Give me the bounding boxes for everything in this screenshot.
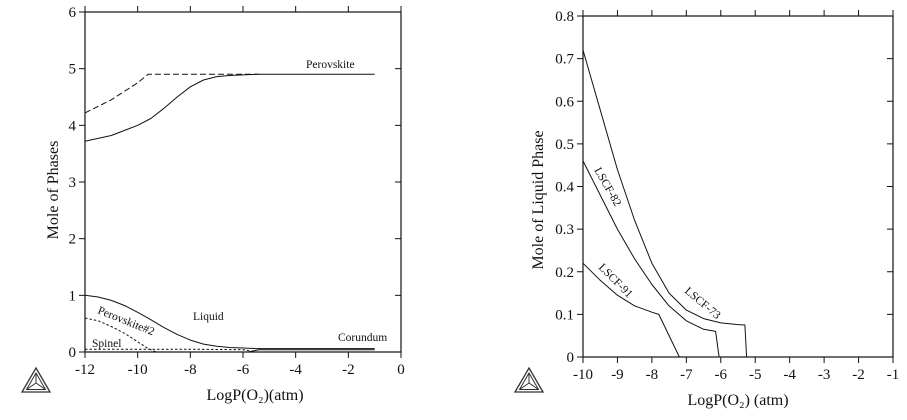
y-tick-label: 0 bbox=[69, 345, 77, 361]
y-axis-label: Mole of Phases bbox=[45, 141, 62, 240]
series-line-perovskite bbox=[84, 73, 375, 142]
y-axis-label: Mole of Liquid Phase bbox=[530, 130, 547, 269]
x-tick-label: -1 bbox=[887, 367, 900, 383]
x-tick-label: -4 bbox=[289, 362, 302, 378]
series-line-lscf-73 bbox=[582, 49, 748, 358]
y-tick-label: 0 bbox=[567, 350, 575, 366]
y-tick-label: 0.7 bbox=[555, 52, 574, 68]
x-tick-label: -6 bbox=[715, 367, 728, 383]
series-line-corundum bbox=[248, 349, 375, 353]
x-tick-label: -3 bbox=[818, 367, 831, 383]
y-tick-label: 0.8 bbox=[555, 9, 574, 25]
x-tick-label: -8 bbox=[184, 362, 197, 378]
y-tick-label: 6 bbox=[69, 5, 77, 21]
y-tick-label: 0.6 bbox=[555, 94, 574, 110]
thermo-calc-logo-icon bbox=[20, 366, 52, 393]
x-tick-label: -2 bbox=[342, 362, 355, 378]
x-tick-label: -7 bbox=[680, 367, 693, 383]
x-tick-label: -6 bbox=[237, 362, 250, 378]
x-tick-label: -8 bbox=[646, 367, 659, 383]
curve-label: LSCF-73 bbox=[682, 285, 723, 322]
y-tick-label: 1 bbox=[69, 288, 77, 304]
y-tick-label: 0.3 bbox=[555, 222, 574, 238]
y-tick-label: 0.1 bbox=[555, 307, 574, 323]
y-tick-label: 0.2 bbox=[555, 265, 574, 281]
left-chart: -12 -10 -8 -6 -4 -2 0 0 1 2 3 4 5 6 LogP(O₂)(atm) Mole … bbox=[45, 5, 405, 404]
curve-label: Corundum bbox=[338, 332, 387, 344]
x-tick-label: -10 bbox=[128, 362, 148, 378]
y-tick-label: 4 bbox=[69, 118, 77, 134]
x-tick-label: -10 bbox=[573, 367, 593, 383]
x-axis-label: LogP(O₂)(atm) bbox=[206, 387, 303, 404]
x-axis-label: LogP(O₂) (atm) bbox=[687, 392, 788, 409]
plot-frame bbox=[582, 15, 894, 358]
thermo-calc-logo-icon bbox=[513, 366, 545, 393]
y-tick-label: 0.4 bbox=[555, 180, 574, 196]
series-line-liquid bbox=[84, 294, 375, 350]
series-line-lscf-82 bbox=[582, 160, 720, 358]
curve-label: Perovskite#2 bbox=[96, 305, 156, 339]
x-tick-label: -9 bbox=[611, 367, 624, 383]
x-tick-label: -2 bbox=[852, 367, 865, 383]
x-tick-label: -12 bbox=[75, 362, 95, 378]
right-chart: -10 -9 -8 -7 -6 -5 -4 -3 -2 -100.10.20.30.40.50.6… bbox=[530, 9, 899, 409]
y-tick-label: 2 bbox=[69, 232, 77, 248]
series-line-perovskite-dashed- bbox=[84, 73, 259, 114]
series-line-spinel bbox=[85, 348, 257, 353]
curve-label: Spinel bbox=[92, 338, 121, 350]
curve-label: Perovskite bbox=[306, 59, 355, 71]
x-tick-label: 0 bbox=[397, 362, 405, 378]
x-tick-label: -5 bbox=[749, 367, 762, 383]
y-tick-label: 3 bbox=[69, 175, 77, 191]
series-line-lscf-91 bbox=[582, 262, 680, 358]
series-line-perovskite-2 bbox=[84, 317, 157, 353]
y-tick-label: 5 bbox=[69, 62, 77, 78]
x-tick-label: -4 bbox=[783, 367, 796, 383]
y-tick-label: 0.5 bbox=[555, 137, 574, 153]
curve-label: Liquid bbox=[193, 311, 224, 323]
